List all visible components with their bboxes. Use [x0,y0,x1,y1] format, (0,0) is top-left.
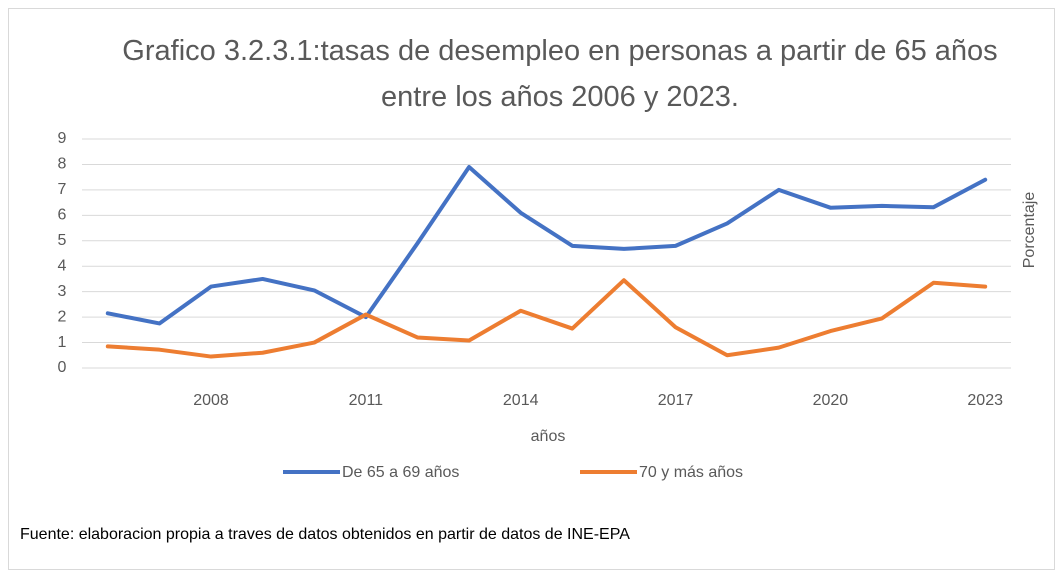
data-line [105,164,988,326]
y-tick-label: 3 [58,283,67,300]
chart-border [8,8,1055,570]
source-note: Fuente: elaboracion propia a traves de d… [20,526,630,543]
y-tick-label: 9 [58,130,67,147]
chart-title: Grafico 3.2.3.1:tasas de desempleo en pe… [122,35,998,113]
x-tick-label: 2020 [813,392,849,409]
data-line [105,278,988,359]
y-tick-label: 0 [58,359,67,376]
y-tick-label: 2 [58,308,67,325]
legend-label: De 65 a 69 años [342,464,459,481]
y-tick-label: 7 [58,181,67,198]
legend-label: 70 y más años [639,464,743,481]
x-tick-label: 2017 [658,392,694,409]
x-tick-label: 2011 [349,392,384,409]
y-tick-label: 8 [58,156,67,173]
x-axis-label: años [531,428,566,445]
y-tick-label: 4 [58,257,67,274]
x-tick-label: 2014 [503,392,539,409]
x-tick-label: 2008 [193,392,229,409]
y-tick-label: 6 [58,207,67,224]
y-axis-label: Porcentaje [1021,192,1038,269]
x-tick-label: 2023 [967,392,1003,409]
y-tick-label: 5 [58,232,67,249]
y-tick-label: 1 [58,334,67,351]
